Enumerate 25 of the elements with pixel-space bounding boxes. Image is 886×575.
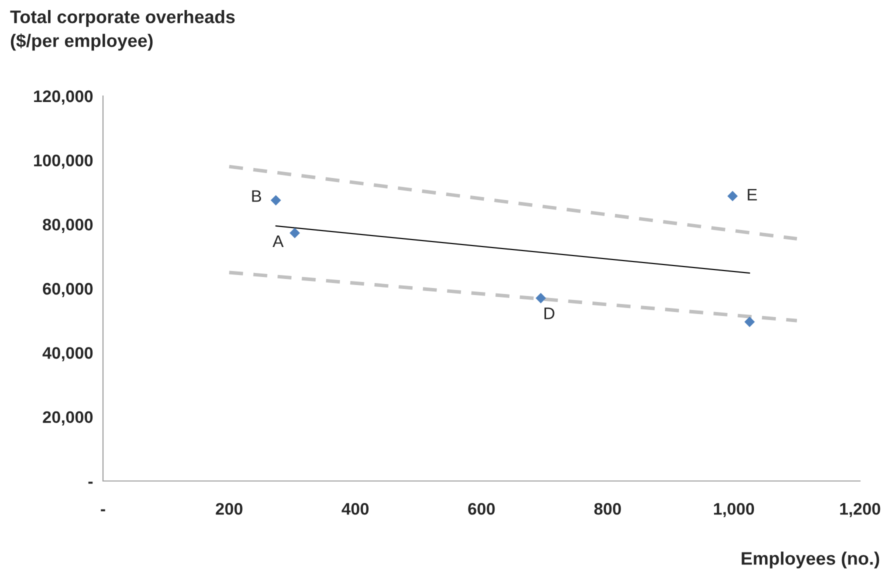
x-tick-label: 800 <box>594 502 621 515</box>
x-tick-label: 200 <box>216 502 242 515</box>
y-tick-label: 60,000 <box>42 282 93 298</box>
y-axis-title: Total corporate overheads ($/per employee) <box>10 10 235 51</box>
point <box>536 292 546 304</box>
annotation: A <box>272 236 284 248</box>
annotation: B <box>252 190 262 202</box>
x-tick-label: - <box>100 509 106 512</box>
x-axis-title: Employees (no.) <box>742 552 880 568</box>
point <box>727 190 738 202</box>
point <box>744 316 755 328</box>
y-tick-label: 120,000 <box>34 90 93 105</box>
y-tick-label: - <box>88 482 93 484</box>
x-tick-label: 1,200 <box>840 502 880 518</box>
x-tick-label: 400 <box>342 502 369 515</box>
y-tick-label: 100,000 <box>34 154 93 169</box>
x-tick-label: 600 <box>468 502 495 515</box>
annotation: D <box>544 308 554 320</box>
y-tick-label: 80,000 <box>42 218 93 233</box>
x-tick-label: 1,000 <box>714 502 754 518</box>
annotation: E <box>748 188 757 200</box>
point <box>290 228 300 238</box>
y-tick-label: 40,000 <box>42 347 93 362</box>
y-tick-label: 20,000 <box>42 411 93 426</box>
point <box>270 195 282 206</box>
